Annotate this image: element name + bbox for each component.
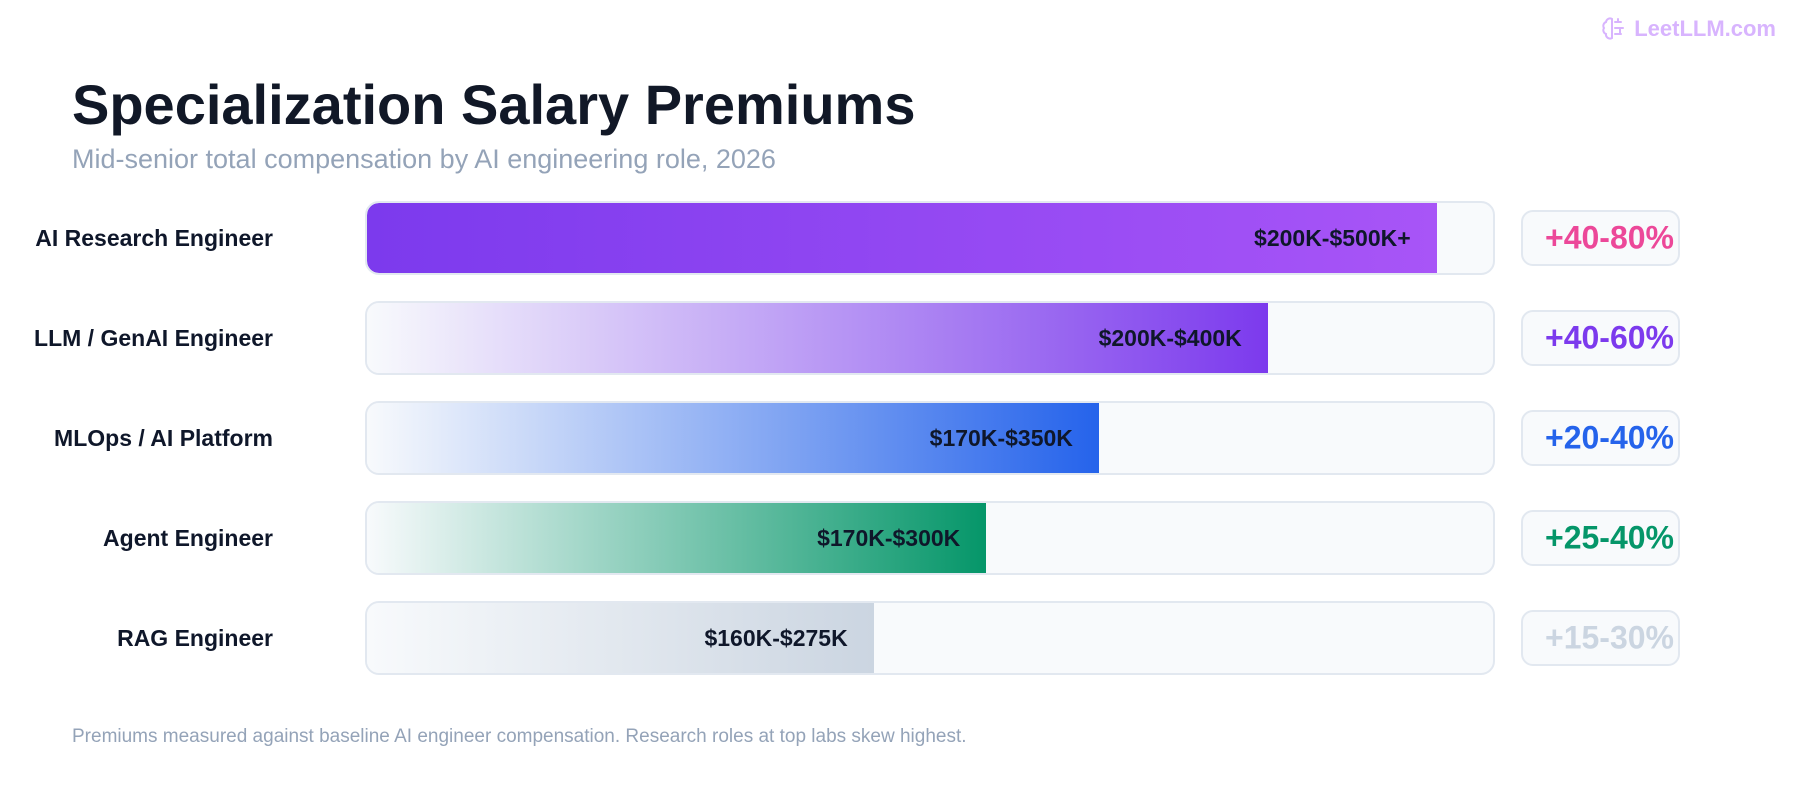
premium-badge — [1521, 310, 1680, 366]
bar-fill: $170K-$300K — [367, 503, 987, 573]
bar-track: $170K-$300K — [365, 501, 1495, 575]
bar-fill: $170K-$350K — [367, 403, 1099, 473]
footnote: Premiums measured against baseline AI en… — [72, 726, 967, 747]
brand-name: LeetLLM.com — [1634, 16, 1776, 41]
bar-row: LLM / GenAI Engineer $200K-$400K +40-60% — [0, 300, 1800, 376]
salary-range-label: $170K-$350K — [929, 424, 1073, 451]
bar-track: $200K-$400K — [365, 301, 1495, 375]
premium-label: +25-40% — [1545, 519, 1674, 556]
bar-fill: $200K-$400K — [367, 303, 1268, 373]
premium-label: +15-30% — [1545, 619, 1674, 656]
bar-row: RAG Engineer $160K-$275K +15-30% — [0, 600, 1800, 676]
chart-title: Specialization Salary Premiums — [72, 73, 916, 136]
premium-badge — [1521, 210, 1680, 266]
bar-row: MLOps / AI Platform $170K-$350K +20-40% — [0, 400, 1800, 476]
premium-label: +40-80% — [1545, 219, 1674, 256]
bar-fill: $160K-$275K — [367, 603, 874, 673]
role-label: MLOps / AI Platform — [54, 425, 273, 451]
premium-label: +20-40% — [1545, 419, 1674, 456]
chart-subtitle: Mid-senior total compensation by AI engi… — [72, 144, 776, 174]
premium-badge — [1521, 610, 1680, 666]
salary-range-label: $200K-$400K — [1098, 324, 1242, 351]
premium-badge — [1521, 410, 1680, 466]
role-label: RAG Engineer — [117, 625, 273, 651]
role-label: AI Research Engineer — [35, 225, 273, 251]
premium-badge — [1521, 510, 1680, 566]
bar-row: Agent Engineer $170K-$300K +25-40% — [0, 500, 1800, 576]
brand-logo: LeetLLM.com — [1602, 16, 1776, 42]
brain-icon — [1602, 17, 1625, 40]
bar-track: $160K-$275K — [365, 601, 1495, 675]
salary-range-label: $200K-$500K+ — [1254, 224, 1411, 251]
bar-row: AI Research Engineer $200K-$500K+ +40-80… — [0, 200, 1800, 276]
bar-fill: $200K-$500K+ — [367, 203, 1437, 273]
bar-track: $170K-$350K — [365, 401, 1495, 475]
role-label: LLM / GenAI Engineer — [34, 325, 273, 351]
salary-range-label: $160K-$275K — [704, 624, 848, 651]
salary-range-label: $170K-$300K — [817, 524, 961, 551]
premium-label: +40-60% — [1545, 319, 1674, 356]
bar-track: $200K-$500K+ — [365, 201, 1495, 275]
role-label: Agent Engineer — [103, 525, 273, 551]
